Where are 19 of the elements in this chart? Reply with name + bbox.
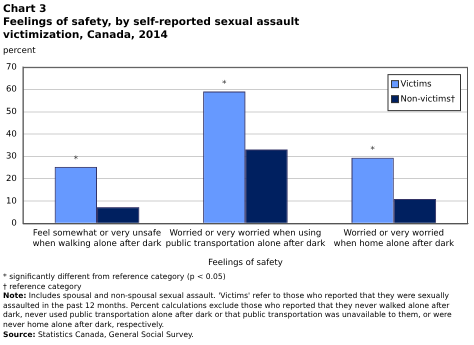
x-tick-label: Worried or very worried when home alone after dark [334,228,454,249]
x-axis-title: Feelings of safety [208,258,283,268]
chart-title: Chart 3 Feelings of safety, by self-reported sexual assault victimization, Canada, 2014 [2,2,300,42]
y-tick-label: 10 [6,196,17,206]
y-tick-label: 70 [6,62,17,72]
y-tick-label: 0 [11,218,17,229]
annotation: * [370,146,376,156]
y-axis-title: percent [3,46,37,56]
y-tick-label: 20 [6,174,17,184]
legend-label: Victims [400,79,432,90]
annotation: * [222,79,228,90]
y-tick-label: 50 [6,106,17,117]
y-tick-label: 30 [6,152,17,162]
annotation: * [74,154,79,165]
y-tick-label: 60 [6,84,17,95]
x-tick-label: Worried or very worried when using public transportation alone after dark [166,228,326,249]
x-tick-label: Feel somewhat or very unsafe when walking alone after dark [32,228,162,249]
y-tick-label: 40 [6,129,17,140]
legend-label: Non-victims† [400,94,456,104]
